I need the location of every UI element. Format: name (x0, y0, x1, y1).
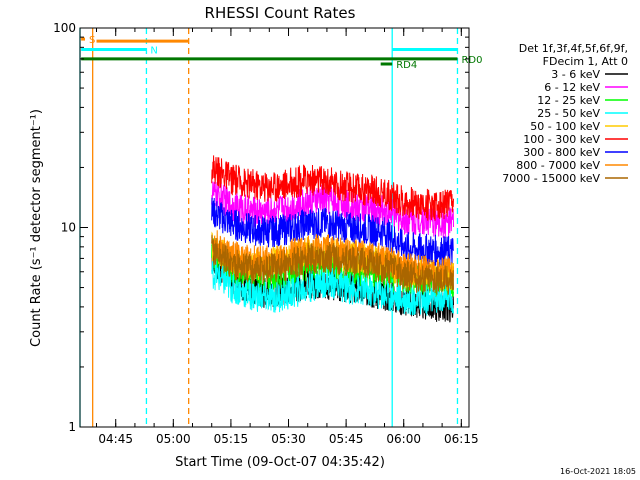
legend-label: 3 - 6 keV (551, 68, 600, 81)
legend-header-line-1: Det 1f,3f,4f,5f,6f,9f, (519, 42, 628, 55)
legend-label: 50 - 100 keV (530, 120, 600, 133)
legend-label: 6 - 12 keV (544, 81, 600, 94)
legend-header-line-2: FDecim 1, Att 0 (543, 55, 628, 68)
series-line (211, 234, 454, 295)
state-bar-label: N (150, 46, 157, 57)
series-line (211, 155, 454, 221)
x-tick-label: 04:45 (98, 432, 133, 446)
legend-label: 300 - 800 keV (523, 146, 600, 159)
series-line (211, 259, 454, 316)
legend-label: 25 - 50 keV (537, 107, 600, 120)
chart-title: RHESSI Count Rates (205, 4, 356, 22)
footer-timestamp: 16-Oct-2021 18:05 (560, 467, 636, 476)
legend-label: 800 - 7000 keV (516, 159, 600, 172)
y-tick-label: 10 (61, 221, 76, 235)
legend: Det 1f,3f,4f,5f,6f,9f, FDecim 1, Att 0 3… (502, 42, 628, 185)
legend-label: 12 - 25 keV (537, 94, 600, 107)
x-tick-label: 05:30 (271, 432, 306, 446)
x-axis-label: Start Time (09-Oct-07 04:35:42) (175, 455, 385, 470)
x-tick-label: 06:15 (444, 432, 479, 446)
series-line (211, 197, 454, 267)
y-axis-label: Count Rate (s⁻¹ detector segment⁻¹) (29, 109, 44, 347)
x-tick-label: 05:15 (214, 432, 249, 446)
y-tick-label: 100 (53, 21, 76, 35)
y-tick-label: 1 (68, 420, 76, 434)
legend-label: 7000 - 15000 keV (502, 172, 600, 185)
state-bar-label: RD4 (396, 60, 417, 71)
legend-label: 100 - 300 keV (523, 133, 600, 146)
x-tick-label: 05:45 (329, 432, 364, 446)
x-tick-label: 05:00 (156, 432, 191, 446)
x-tick-label: 06:00 (386, 432, 421, 446)
plot-area: N RD0 RD4 S (79, 28, 482, 427)
state-bar-label: RD0 (461, 55, 482, 66)
state-bar-label: S (89, 35, 95, 46)
